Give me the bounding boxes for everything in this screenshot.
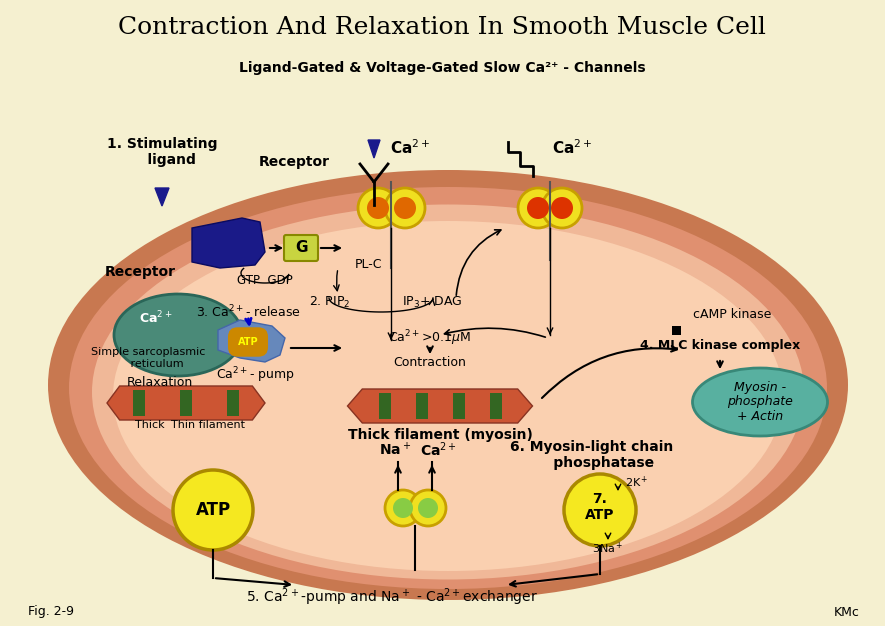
Polygon shape bbox=[107, 386, 265, 420]
Text: Ca$^{2+}$>0.1$\mu$M: Ca$^{2+}$>0.1$\mu$M bbox=[389, 328, 472, 348]
FancyBboxPatch shape bbox=[284, 235, 318, 261]
Ellipse shape bbox=[113, 221, 783, 571]
Circle shape bbox=[173, 470, 253, 550]
Text: Simple sarcoplasmic
     reticulum: Simple sarcoplasmic reticulum bbox=[91, 347, 205, 369]
Text: Contraction: Contraction bbox=[394, 356, 466, 369]
Ellipse shape bbox=[692, 368, 827, 436]
Text: Contraction And Relaxation In Smooth Muscle Cell: Contraction And Relaxation In Smooth Mus… bbox=[118, 16, 766, 39]
Bar bbox=[489, 393, 502, 419]
Text: ATP: ATP bbox=[196, 501, 231, 519]
Text: Fig. 2-9: Fig. 2-9 bbox=[28, 605, 74, 618]
Circle shape bbox=[418, 498, 438, 518]
Ellipse shape bbox=[114, 294, 242, 376]
Ellipse shape bbox=[48, 170, 848, 600]
Text: Ca$^{2+}$: Ca$^{2+}$ bbox=[139, 310, 173, 326]
Text: Myosin -
phosphate
+ Actin: Myosin - phosphate + Actin bbox=[727, 381, 793, 424]
Text: IP$_3$+ DAG: IP$_3$+ DAG bbox=[402, 294, 462, 309]
Text: Ca$^{2+}$- pump: Ca$^{2+}$- pump bbox=[216, 365, 295, 385]
Polygon shape bbox=[218, 320, 285, 362]
Polygon shape bbox=[192, 218, 265, 268]
Circle shape bbox=[394, 197, 416, 219]
Text: Receptor: Receptor bbox=[104, 265, 175, 279]
Text: cAMP kinase: cAMP kinase bbox=[693, 309, 771, 322]
Circle shape bbox=[367, 197, 389, 219]
Text: PL-C: PL-C bbox=[354, 259, 381, 272]
Bar bbox=[415, 393, 427, 419]
Text: GTP  GDP: GTP GDP bbox=[237, 274, 293, 287]
Polygon shape bbox=[155, 188, 169, 206]
Circle shape bbox=[410, 490, 446, 526]
Text: 3Na$^+$: 3Na$^+$ bbox=[592, 540, 624, 556]
Text: Receptor: Receptor bbox=[259, 155, 330, 169]
Text: 4. MLC kinase complex: 4. MLC kinase complex bbox=[640, 339, 800, 352]
Circle shape bbox=[393, 498, 413, 518]
Bar bbox=[672, 326, 681, 335]
Circle shape bbox=[542, 188, 582, 228]
Bar bbox=[227, 390, 240, 416]
Text: Thick: Thick bbox=[135, 420, 165, 430]
Circle shape bbox=[385, 188, 425, 228]
Ellipse shape bbox=[92, 205, 804, 580]
Text: Thin filament: Thin filament bbox=[171, 420, 245, 430]
Text: 2K$^+$: 2K$^+$ bbox=[625, 475, 649, 490]
Text: Relaxation: Relaxation bbox=[127, 376, 193, 389]
Circle shape bbox=[385, 490, 421, 526]
Polygon shape bbox=[348, 389, 533, 423]
Ellipse shape bbox=[69, 187, 827, 589]
Circle shape bbox=[518, 188, 558, 228]
Text: 2. PIP$_2$: 2. PIP$_2$ bbox=[309, 294, 350, 309]
Text: Ca$^{2+}$: Ca$^{2+}$ bbox=[390, 138, 430, 157]
Text: Ca$^{2+}$: Ca$^{2+}$ bbox=[419, 441, 457, 459]
Text: Ca$^{2+}$: Ca$^{2+}$ bbox=[552, 138, 592, 157]
Text: G: G bbox=[295, 240, 307, 255]
Circle shape bbox=[527, 197, 549, 219]
Bar bbox=[452, 393, 465, 419]
Circle shape bbox=[358, 188, 398, 228]
Polygon shape bbox=[368, 140, 380, 158]
Text: 5. Ca$^{2+}$-pump and Na$^+$ - Ca$^{2+}$exchanger: 5. Ca$^{2+}$-pump and Na$^+$ - Ca$^{2+}$… bbox=[246, 586, 538, 608]
Bar bbox=[180, 390, 192, 416]
Text: 1. Stimulating
    ligand: 1. Stimulating ligand bbox=[107, 137, 217, 167]
Circle shape bbox=[551, 197, 573, 219]
Text: ATP: ATP bbox=[238, 337, 258, 347]
Bar bbox=[379, 393, 390, 419]
Text: KMc: KMc bbox=[835, 605, 860, 618]
Circle shape bbox=[564, 474, 636, 546]
Text: 3. Ca$^{2+}$- release: 3. Ca$^{2+}$- release bbox=[196, 304, 300, 321]
Text: 6. Myosin-light chain
     phosphatase: 6. Myosin-light chain phosphatase bbox=[511, 440, 673, 470]
Text: Thick filament (myosin): Thick filament (myosin) bbox=[348, 428, 533, 442]
Text: 7.
ATP: 7. ATP bbox=[585, 492, 615, 522]
Text: Na$^+$: Na$^+$ bbox=[379, 441, 411, 459]
Text: Ligand-Gated & Voltage-Gated Slow Ca²⁺ - Channels: Ligand-Gated & Voltage-Gated Slow Ca²⁺ -… bbox=[239, 61, 645, 75]
Bar bbox=[133, 390, 144, 416]
